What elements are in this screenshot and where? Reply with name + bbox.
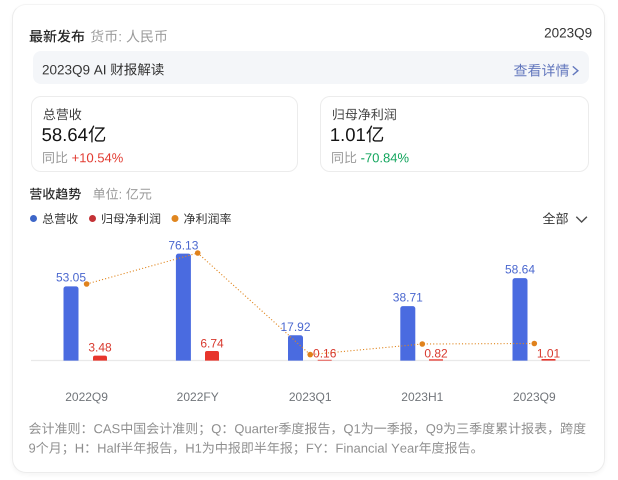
svg-text:2023Q1: 2023Q1 xyxy=(289,390,332,404)
svg-text:2022FY: 2022FY xyxy=(177,390,219,404)
svg-text:2023Q9: 2023Q9 xyxy=(544,25,592,40)
svg-text:76.13: 76.13 xyxy=(168,238,198,252)
svg-text:0.82: 0.82 xyxy=(424,347,448,361)
svg-text:1.01: 1.01 xyxy=(537,347,561,361)
svg-text:2022Q9: 2022Q9 xyxy=(65,390,108,404)
svg-text:2023H1: 2023H1 xyxy=(401,390,443,404)
svg-text:6.74: 6.74 xyxy=(200,337,224,351)
svg-text:3.48: 3.48 xyxy=(88,340,112,354)
svg-text:17.92: 17.92 xyxy=(280,320,310,334)
svg-text:0.16: 0.16 xyxy=(313,347,337,361)
svg-text:53.05: 53.05 xyxy=(56,271,86,285)
svg-text:38.71: 38.71 xyxy=(393,291,423,305)
svg-text:58.64: 58.64 xyxy=(505,263,535,277)
svg-text:2023Q9: 2023Q9 xyxy=(513,390,556,404)
